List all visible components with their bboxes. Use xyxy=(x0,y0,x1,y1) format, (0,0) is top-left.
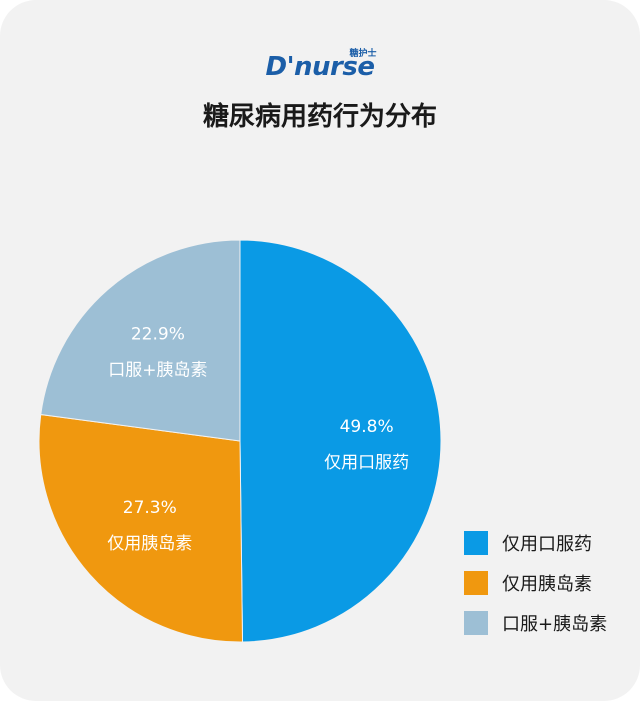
pie-slice-oral-only xyxy=(239,239,442,643)
brand-logo: D'nurse 糖护士 xyxy=(0,49,640,82)
slice-percent-label: 22.9% xyxy=(131,324,185,344)
pie-slice-insulin-only xyxy=(38,413,244,643)
slice-category-label: 仅用胰岛素 xyxy=(107,534,192,554)
legend-label: 仅用胰岛素 xyxy=(502,574,592,595)
chart-legend: 仅用口服药 仅用胰岛素 口服+胰岛素 xyxy=(464,530,607,650)
slice-category-label: 口服+胰岛素 xyxy=(108,360,207,380)
logo-wordmark: D'nurse 糖护士 xyxy=(265,49,377,82)
logo-text: D'nurse xyxy=(265,52,376,82)
legend-label: 口服+胰岛素 xyxy=(502,614,608,635)
legend-label: 仅用口服药 xyxy=(502,534,592,555)
legend-item-insulin-only: 仅用胰岛素 xyxy=(464,570,607,596)
chart-title: 糖尿病用药行为分布 xyxy=(202,102,437,132)
legend-swatch xyxy=(464,611,488,635)
pie-slice-combined xyxy=(40,239,241,442)
slice-percent-label: 49.8% xyxy=(340,417,394,437)
legend-swatch xyxy=(464,531,488,555)
legend-swatch xyxy=(464,571,488,595)
slice-percent-label: 27.3% xyxy=(123,498,177,518)
legend-item-combined: 口服+胰岛素 xyxy=(464,610,607,636)
slice-category-label: 仅用口服药 xyxy=(324,453,409,473)
logo-chinese-text: 糖护士 xyxy=(349,49,377,59)
legend-item-oral-only: 仅用口服药 xyxy=(464,530,607,556)
